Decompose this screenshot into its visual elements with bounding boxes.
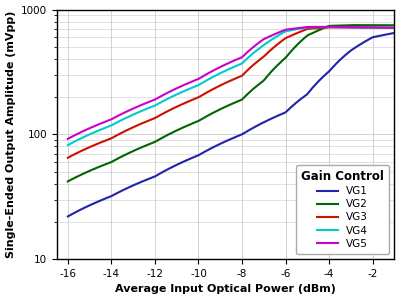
VG1: [259, 122, 264, 125]
VG3: [362, 26, 367, 29]
VG3: [260, 56, 265, 59]
VG4: [260, 44, 265, 48]
VG3: [259, 57, 264, 60]
Line: VG2: VG2: [68, 25, 394, 182]
VG3: [392, 26, 397, 30]
VG5: [66, 136, 71, 140]
VG4: [259, 45, 264, 49]
VG2: [362, 23, 367, 27]
VG5: [326, 25, 331, 28]
VG2: [259, 81, 264, 84]
VG3: [342, 26, 346, 29]
VG4: [66, 143, 70, 147]
Legend: VG1, VG2, VG3, VG4, VG5: VG1, VG2, VG3, VG4, VG5: [296, 165, 389, 254]
Y-axis label: Single-Ended Output Amplitude (mVpp): Single-Ended Output Amplitude (mVpp): [6, 11, 16, 258]
VG1: [362, 40, 366, 44]
X-axis label: Average Input Optical Power (dBm): Average Input Optical Power (dBm): [115, 284, 336, 294]
VG5: [392, 26, 397, 29]
VG3: [265, 51, 270, 55]
VG2: [260, 80, 265, 83]
Line: VG5: VG5: [68, 27, 394, 139]
Line: VG3: VG3: [68, 27, 394, 158]
VG5: [265, 35, 270, 39]
VG1: [66, 214, 70, 218]
VG4: [326, 25, 331, 29]
VG2: [66, 179, 71, 183]
VG3: [66, 155, 71, 159]
VG2: [265, 74, 270, 77]
VG5: [66, 137, 70, 141]
VG3: [328, 26, 332, 29]
VG1: [341, 55, 346, 59]
VG2: [341, 24, 346, 27]
VG1: [66, 214, 71, 217]
VG5: [260, 38, 265, 42]
VG1: [392, 31, 397, 35]
VG2: [66, 180, 70, 183]
VG1: [260, 121, 265, 125]
VG4: [66, 143, 71, 146]
VG4: [362, 26, 367, 29]
VG4: [342, 26, 346, 29]
VG2: [350, 23, 354, 27]
VG4: [392, 26, 397, 29]
VG5: [342, 25, 346, 29]
VG3: [66, 156, 70, 160]
VG5: [259, 39, 264, 43]
Line: VG4: VG4: [68, 27, 394, 145]
Line: VG1: VG1: [68, 33, 394, 216]
VG4: [265, 40, 270, 44]
VG2: [392, 23, 397, 27]
VG5: [362, 26, 367, 29]
VG1: [265, 118, 270, 122]
